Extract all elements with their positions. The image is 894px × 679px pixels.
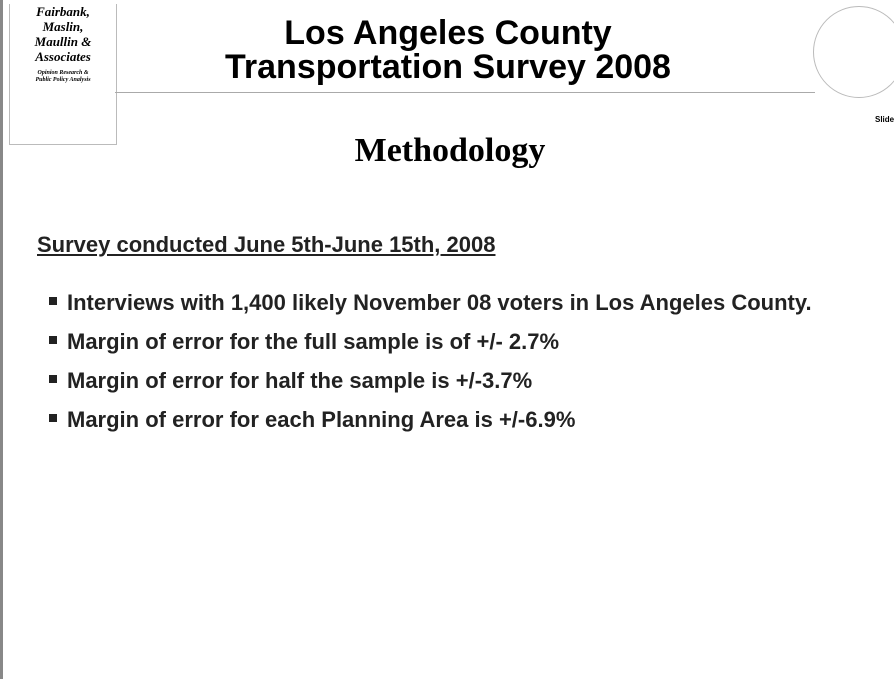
title: Los Angeles County Transportation Survey… [153,16,743,84]
tagline-line: Public Policy Analysis [35,77,91,83]
logo-tagline: Opinion Research & Public Policy Analysis [10,70,116,84]
header-rule [115,92,815,93]
bullet-list: Interviews with 1,400 likely November 08… [47,283,847,439]
logo-name: Maullin & [34,34,92,49]
seal [813,6,894,98]
tagline-line: Opinion Research & [37,70,89,76]
subheading: Survey conducted June 5th-June 15th, 200… [37,232,496,257]
section-title: Methodology [354,132,546,169]
logo: Fairbank, Maslin, Maullin & Associates O… [9,4,117,145]
title-line: Transportation Survey 2008 [225,48,671,86]
bullet: Margin of error for each Planning Area i… [47,400,847,439]
slide-label: Slide [875,115,894,124]
bullet: Margin of error for the full sample is o… [47,322,847,361]
logo-name: Fairbank, [36,4,90,19]
logo-name: Maslin, [42,19,84,34]
bullet: Interviews with 1,400 likely November 08… [47,283,847,322]
logo-name: Associates [35,49,91,64]
bullet: Margin of error for half the sample is +… [47,361,847,400]
title-line: Los Angeles County [284,14,612,52]
